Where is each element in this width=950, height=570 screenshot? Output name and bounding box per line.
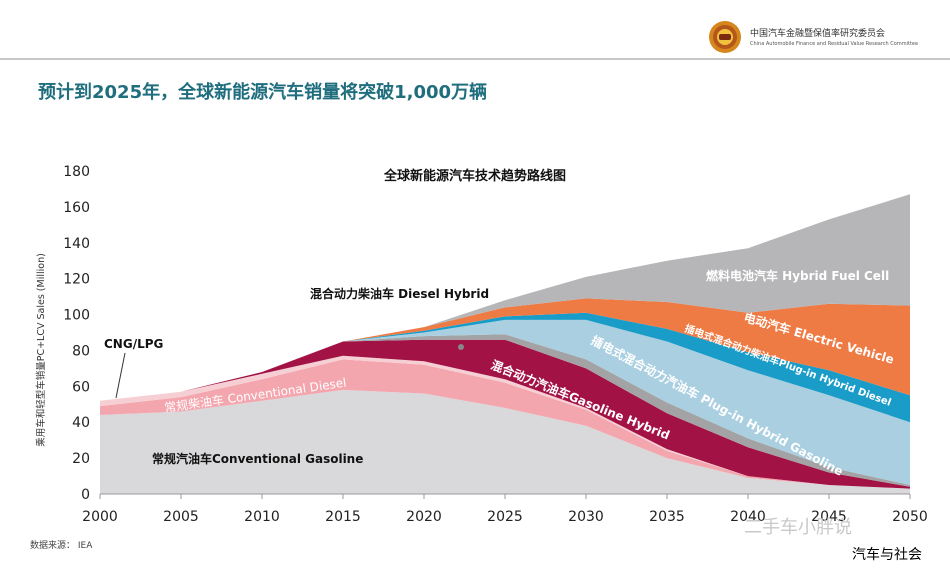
area-conventional-gasoline bbox=[100, 389, 910, 494]
x-tick-label: 2045 bbox=[811, 509, 847, 525]
y-tick-label: 60 bbox=[72, 379, 90, 395]
chart-title: 全球新能源汽车技术趋势路线图 bbox=[383, 168, 566, 184]
x-tick-label: 2040 bbox=[730, 509, 766, 525]
watermark: 二手车小胖说 bbox=[744, 517, 852, 538]
y-tick-label: 120 bbox=[63, 272, 90, 288]
cng-lpg-leader-line bbox=[115, 352, 126, 399]
x-tick-label: 2030 bbox=[568, 509, 604, 525]
org-name: 中国汽车金融暨保值率研究委员会 bbox=[750, 29, 886, 39]
series-label-diesel-hybrid: 混合动力柴油车 Diesel Hybrid bbox=[310, 286, 489, 301]
x-tick-label: 2035 bbox=[649, 509, 685, 525]
header-divider bbox=[0, 58, 950, 60]
area-hybrid-fuel-cell bbox=[100, 194, 910, 401]
x-tick-label: 2000 bbox=[82, 509, 118, 525]
series-label-cng-lpg: CNG/LPG bbox=[104, 337, 163, 351]
org-name-en: China Automobile Finance and Residual Va… bbox=[750, 41, 919, 47]
series-label-conventional-gasoline: 常规汽油车Conventional Gasoline bbox=[152, 451, 363, 466]
y-tick-label: 20 bbox=[72, 451, 90, 467]
area-electric-vehicle bbox=[100, 298, 910, 401]
diesel-hybrid-marker bbox=[458, 344, 464, 350]
area-conventional-diesel bbox=[100, 359, 910, 489]
series-label-hybrid-fuel-cell: 燃料电池汽车 Hybrid Fuel Cell bbox=[706, 268, 889, 283]
y-tick-label: 40 bbox=[72, 415, 90, 431]
chart-areas bbox=[100, 194, 910, 494]
committee-logo-icon bbox=[709, 21, 741, 53]
y-tick-label: 0 bbox=[81, 487, 90, 503]
x-tick-label: 2020 bbox=[406, 509, 442, 525]
area-gasoline-hybrid bbox=[100, 339, 910, 489]
x-tick-label: 2050 bbox=[892, 509, 928, 525]
area-plugin-hybrid-diesel bbox=[100, 312, 910, 423]
y-tick-label: 140 bbox=[63, 236, 90, 252]
y-tick-label: 160 bbox=[63, 200, 90, 216]
watermark-badge: 汽车与社会 bbox=[848, 543, 926, 565]
y-axis-label: 乘用车和轻型车销量PC+LCV Sales (Million) bbox=[35, 253, 47, 447]
area-plugin-hybrid-gasoline bbox=[100, 319, 910, 485]
x-tick-label: 2010 bbox=[244, 509, 280, 525]
data-source: 数据来源： IEA bbox=[30, 541, 93, 551]
y-tick-label: 100 bbox=[63, 308, 90, 324]
y-axis-ticks: 0 20 40 60 80 100 120 140 160 180 bbox=[63, 164, 90, 503]
x-tick-label: 2005 bbox=[163, 509, 199, 525]
area-cng-lpg bbox=[100, 355, 910, 489]
page-title: 预计到2025年，全球新能源汽车销量将突破1,000万辆 bbox=[38, 82, 488, 103]
x-axis-ticks: 2000 2005 2010 2015 2020 2025 2030 2035 2040 2045… bbox=[82, 494, 928, 525]
x-tick-label: 2025 bbox=[487, 509, 523, 525]
y-tick-label: 180 bbox=[63, 164, 90, 180]
area-diesel-hybrid bbox=[100, 334, 910, 487]
y-tick-label: 80 bbox=[72, 343, 90, 359]
x-tick-label: 2015 bbox=[325, 509, 361, 525]
